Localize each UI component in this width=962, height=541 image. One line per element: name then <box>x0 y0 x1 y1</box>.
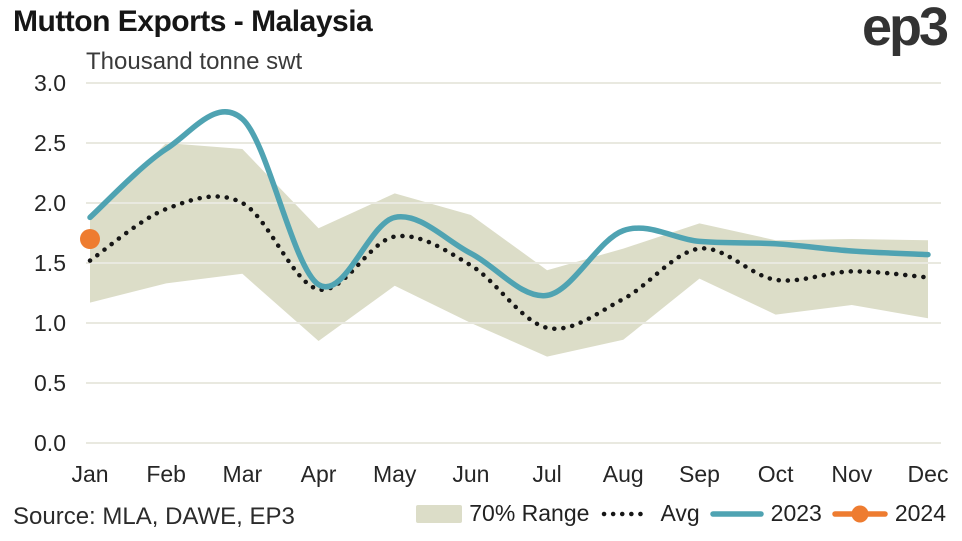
line-2023-icon <box>709 510 764 517</box>
y-tick-label: 0.5 <box>34 370 66 396</box>
point-2024-icon <box>832 505 888 522</box>
y-tick-label: 2.5 <box>34 130 66 156</box>
x-tick-label: Jul <box>532 461 562 487</box>
page-title: Mutton Exports - Malaysia <box>13 5 373 38</box>
y-axis-unit-label: Thousand tonne swt <box>86 48 303 75</box>
avg-line <box>87 194 931 331</box>
x-tick-label: Oct <box>757 461 794 487</box>
x-tick-label: Jun <box>452 461 490 487</box>
y-tick-label: 3.0 <box>34 70 66 96</box>
x-tick-label: Dec <box>907 461 949 487</box>
x-tick-label: Sep <box>678 461 720 487</box>
range-band-area <box>90 143 928 357</box>
y-tick-label: 1.5 <box>34 250 66 276</box>
y-tick-label: 2.0 <box>34 190 66 216</box>
y-tick-label: 0.0 <box>34 430 66 456</box>
y-tick-label: 1.0 <box>34 310 66 336</box>
x-tick-label: Aug <box>602 461 644 487</box>
x-tick-label: Apr <box>300 461 337 487</box>
x-tick-label: May <box>372 461 417 487</box>
range-band-swatch-icon <box>416 504 463 523</box>
legend-item-2024: 2024 <box>832 500 946 527</box>
line-2023 <box>87 109 931 299</box>
source-note: Source: MLA, DAWE, EP3 <box>13 503 295 530</box>
legend-label-range: 70% Range <box>469 500 590 526</box>
legend-label-avg: Avg <box>660 500 700 526</box>
x-tick-label: Jan <box>71 461 109 487</box>
legend: 70% Range Avg 2023 2024 <box>416 500 946 527</box>
x-tick-label: Mar <box>222 461 263 487</box>
ep3-logo: ep3 <box>861 0 949 57</box>
x-tick-label: Nov <box>831 461 873 487</box>
avg-dotted-line-icon <box>602 511 651 516</box>
x-tick-label: Feb <box>146 461 186 487</box>
legend-item-2023: 2023 <box>709 500 822 527</box>
legend-label-2024: 2024 <box>894 500 946 526</box>
point-2024 <box>80 229 100 249</box>
legend-item-avg: Avg <box>599 500 700 527</box>
legend-label-2023: 2023 <box>770 500 822 526</box>
legend-item-range: 70% Range <box>416 500 589 527</box>
